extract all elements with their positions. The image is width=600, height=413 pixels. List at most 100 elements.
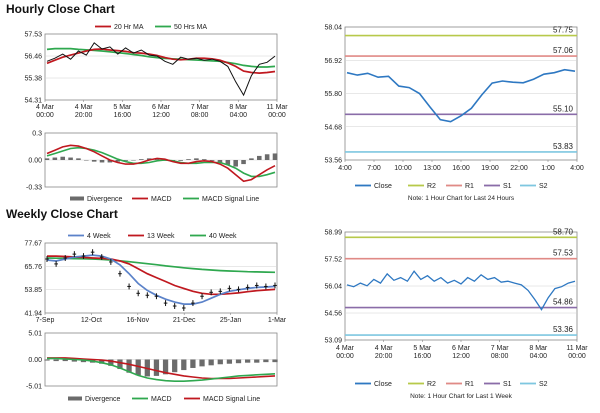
hourly-price-x-tick-label-line: 20:00 xyxy=(75,112,93,119)
weekly-macd-legend-signal-label: MACD Signal Line xyxy=(203,396,260,403)
weekly-macd-divergence-bar xyxy=(235,359,242,364)
hourly-levels-y-tick-label: 54.68 xyxy=(324,124,342,131)
hourly-levels-note: Note: 1 Hour Chart for Last 24 Hours xyxy=(408,195,515,202)
weekly-macd-y-tick-label: 5.01 xyxy=(28,331,42,338)
weekly-macd-divergence-bar xyxy=(80,359,87,363)
weekly-price-x-tick-label: 7-Sep xyxy=(36,317,55,324)
weekly-levels-x-tick-label-line: 00:00 xyxy=(568,353,586,360)
weekly-price-legend-40wk-label: 40 Week xyxy=(209,233,237,240)
weekly-levels-x-tick-label-line: 5 Mar xyxy=(413,345,432,352)
hourly-price-x-tick-label-line: 7 Mar xyxy=(191,104,210,111)
hourly-macd-legend-macd-label: MACD xyxy=(151,196,172,203)
weekly-levels-x-tick-label: 4 Mar 00:00 xyxy=(336,345,355,360)
hourly-levels-x-tick-label: 19:00 xyxy=(481,165,499,172)
hourly-levels-legend-close-label: Close xyxy=(374,183,392,190)
weekly-levels-legend-r1-label: R1 xyxy=(465,381,474,388)
weekly-price-legend-13wk-label: 13 Week xyxy=(147,233,175,240)
weekly-levels-x-tick-label-line: 08:00 xyxy=(491,353,509,360)
weekly-macd-divergence-bar xyxy=(172,359,178,373)
hourly-macd-divergence-bar xyxy=(241,160,246,165)
hourly-price-x-tick-label: 4 Mar 20:00 xyxy=(75,104,94,119)
weekly-levels-x-tick-label: 4 Mar 20:00 xyxy=(375,345,394,360)
weekly-levels-r2-value-label: 58.70 xyxy=(553,227,574,236)
hourly-price-x-tick-label-line: 04:00 xyxy=(230,112,248,119)
hourly-macd-divergence-bar xyxy=(201,159,207,160)
hourly-levels-x-tick-label: 13:00 xyxy=(423,165,441,172)
weekly-macd-y-tick-label: -5.01 xyxy=(26,384,42,391)
hourly-levels-legend-s1-label: S1 xyxy=(503,183,512,190)
hourly-price-x-tick-label-line: 6 Mar xyxy=(152,104,171,111)
hourly-macd-divergence-bar xyxy=(60,156,66,160)
hourly-levels-y-tick-label: 56.92 xyxy=(324,58,342,65)
hourly-levels-legend-r2-label: R2 xyxy=(427,183,436,190)
weekly-levels-x-tick-label-line: 00:00 xyxy=(336,353,354,360)
weekly-macd-divergence-bar xyxy=(162,359,169,375)
weekly-macd-macd-line xyxy=(47,357,276,382)
hourly-price-x-tick-label-line: 5 Mar xyxy=(113,104,132,111)
hourly-levels-s1-value-label: 55.10 xyxy=(553,104,574,113)
hourly-price-legend-50hr-label: 50 Hrs MA xyxy=(174,24,207,31)
hourly-levels-y-tick-label: 53.56 xyxy=(324,158,342,165)
hourly-price-x-tick-label-line: 08:00 xyxy=(191,112,209,119)
hourly-price-x-tick-label-line: 4 Mar xyxy=(75,104,94,111)
hourly-levels-y-tick-label: 58.04 xyxy=(324,25,342,32)
weekly-macd-divergence-bar xyxy=(117,359,123,370)
weekly-macd-divergence-bar xyxy=(153,359,160,376)
weekly-macd-divergence-bar xyxy=(199,359,205,367)
weekly-levels-x-tick-label-line: 6 Mar xyxy=(452,345,471,352)
weekly-levels-s1-value-label: 54.86 xyxy=(553,298,574,307)
hourly-levels-x-tick-label: 22:00 xyxy=(510,165,528,172)
hourly-price-close-line xyxy=(46,42,276,97)
weekly-levels-x-tick-label-line: 20:00 xyxy=(375,353,393,360)
weekly-macd-divergence-bar xyxy=(208,359,214,366)
weekly-levels-note: Note: 1 Hour Chart for Last 1 Week xyxy=(410,393,513,400)
hourly-price-plot-frame xyxy=(44,33,278,101)
hourly-levels-legend-s2-label: S2 xyxy=(539,183,548,190)
hourly-macd-y-tick-label: -0.33 xyxy=(26,185,42,192)
hourly-macd-divergence-bar xyxy=(217,160,223,163)
hourly-macd-divergence-bar xyxy=(68,157,73,160)
hourly-macd-divergence-bar xyxy=(186,159,191,160)
hourly-price-x-tick-label-line: 00:00 xyxy=(36,112,54,119)
hourly-macd-divergence-bar xyxy=(272,153,278,160)
weekly-macd-divergence-bar xyxy=(126,359,132,373)
hourly-price-y-tick-label: 54.31 xyxy=(24,98,42,105)
hourly-price-x-tick-label: 6 Mar 12:00 xyxy=(152,104,171,119)
hourly-macd-signal-line xyxy=(46,146,276,178)
hourly-price-y-tick-label: 57.53 xyxy=(24,32,42,39)
weekly-macd-divergence-bar xyxy=(272,359,278,363)
hourly-macd-divergence-bar xyxy=(131,160,136,161)
weekly-levels-y-tick-label: 53.09 xyxy=(324,338,342,345)
weekly-levels-legend-r2-label: R2 xyxy=(427,381,436,388)
weekly-macd-divergence-bar xyxy=(263,359,269,363)
hourly-macd-divergence-bar xyxy=(249,158,254,160)
hourly-macd-divergence-bar xyxy=(233,160,238,167)
weekly-price-legend-4wk-label: 4 Week xyxy=(87,233,111,240)
hourly-macd-divergence-bar xyxy=(91,160,97,162)
weekly-price-x-tick-label: 1-Mar xyxy=(268,317,287,324)
hourly-levels-x-tick-label: 4:00 xyxy=(338,165,352,172)
weekly-price-13wk-line xyxy=(47,255,276,296)
weekly-macd-divergence-bar xyxy=(62,359,68,362)
weekly-macd-divergence-bar xyxy=(53,359,59,362)
weekly-macd-divergence-bar xyxy=(217,359,223,365)
hourly-price-x-tick-label-line: 16:00 xyxy=(114,112,132,119)
hourly-levels-r2-value-label: 57.75 xyxy=(553,26,574,35)
hourly-price-x-tick-label-line: 4 Mar xyxy=(36,104,55,111)
hourly-price-y-tick-label: 56.46 xyxy=(24,54,42,61)
hourly-levels-y-tick-label: 55.80 xyxy=(324,91,342,98)
hourly-macd-divergence-bar xyxy=(264,154,270,160)
hourly-levels-r1-value-label: 57.06 xyxy=(553,46,574,55)
weekly-levels-y-tick-label: 57.52 xyxy=(324,257,342,264)
weekly-levels-x-tick-label-line: 12:00 xyxy=(452,353,470,360)
weekly-levels-x-tick-label-line: 7 Mar xyxy=(491,345,510,352)
hourly-price-x-tick-label-line: 12:00 xyxy=(152,112,170,119)
weekly-price-x-tick-label: 25-Jan xyxy=(220,317,242,324)
weekly-levels-legend-s1-label: S1 xyxy=(503,381,512,388)
hourly-levels-x-tick-label: 1:00 xyxy=(541,165,555,172)
hourly-macd-divergence-bar xyxy=(139,159,144,160)
hourly-macd-divergence-bar xyxy=(52,157,58,160)
hourly-price-x-tick-label-line: 8 Mar xyxy=(229,104,248,111)
weekly-macd-divergence-bar xyxy=(71,359,77,362)
hourly-macd-divergence-bar xyxy=(44,158,50,160)
